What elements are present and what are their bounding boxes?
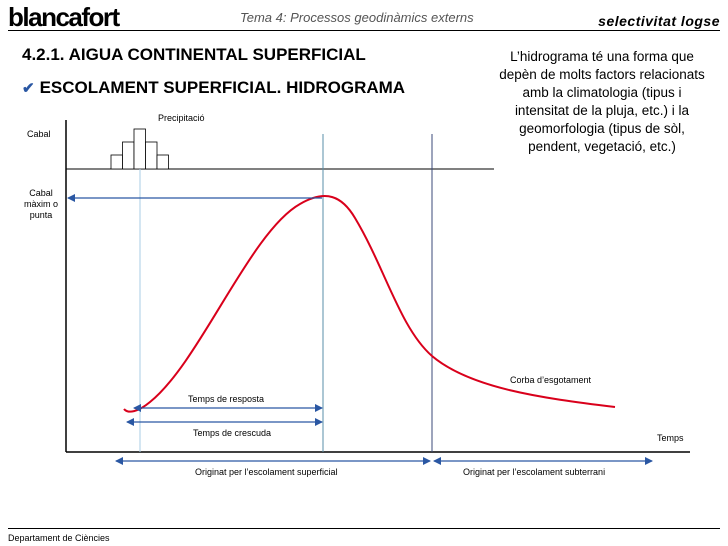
response-time-label: Temps de resposta (188, 394, 265, 404)
recession-curve-label: Corba d’esgotament (510, 375, 592, 385)
hydrograph-curve (123, 195, 616, 413)
description-text: L’hidrograma té una forma que depèn de m… (499, 49, 705, 154)
precipitation-bar (110, 154, 123, 170)
precipitation-bar (156, 154, 169, 170)
header-subtitle: Tema 4: Processos geodinàmics externs (240, 10, 474, 25)
peak-flow-label: Cabal màxim o punta (23, 188, 58, 220)
rise-time-label: Temps de crescuda (193, 428, 272, 438)
precipitation-label: Precipitació (158, 113, 205, 123)
y-axis-label: Cabal (27, 129, 51, 139)
x-axis-label: Temps (657, 433, 684, 443)
logo: blancafort (8, 2, 120, 32)
section-subtitle: ✔ ESCOLAMENT SUPERFICIAL. HIDROGRAMA (22, 78, 405, 98)
section-subtitle-text: ESCOLAMENT SUPERFICIAL. HIDROGRAMA (39, 78, 406, 97)
footer-divider (8, 528, 720, 529)
groundwater-runoff-label: Originat per l’escolament subterrani (463, 467, 606, 477)
precipitation-bar (133, 128, 146, 170)
precipitation-bar (122, 141, 135, 170)
page-title: 4.2.1. AIGUA CONTINENTAL SUPERFICIAL (22, 45, 366, 64)
header-divider (8, 30, 720, 31)
footer-text: Departament de Ciències (8, 533, 110, 543)
brand-label: selectivitat logse (598, 13, 720, 29)
precipitation-bar (145, 141, 158, 170)
check-icon: ✔ (22, 80, 35, 97)
surface-runoff-label: Originat per l’escolament superficial (195, 467, 338, 477)
precipitation-bars (110, 128, 169, 170)
